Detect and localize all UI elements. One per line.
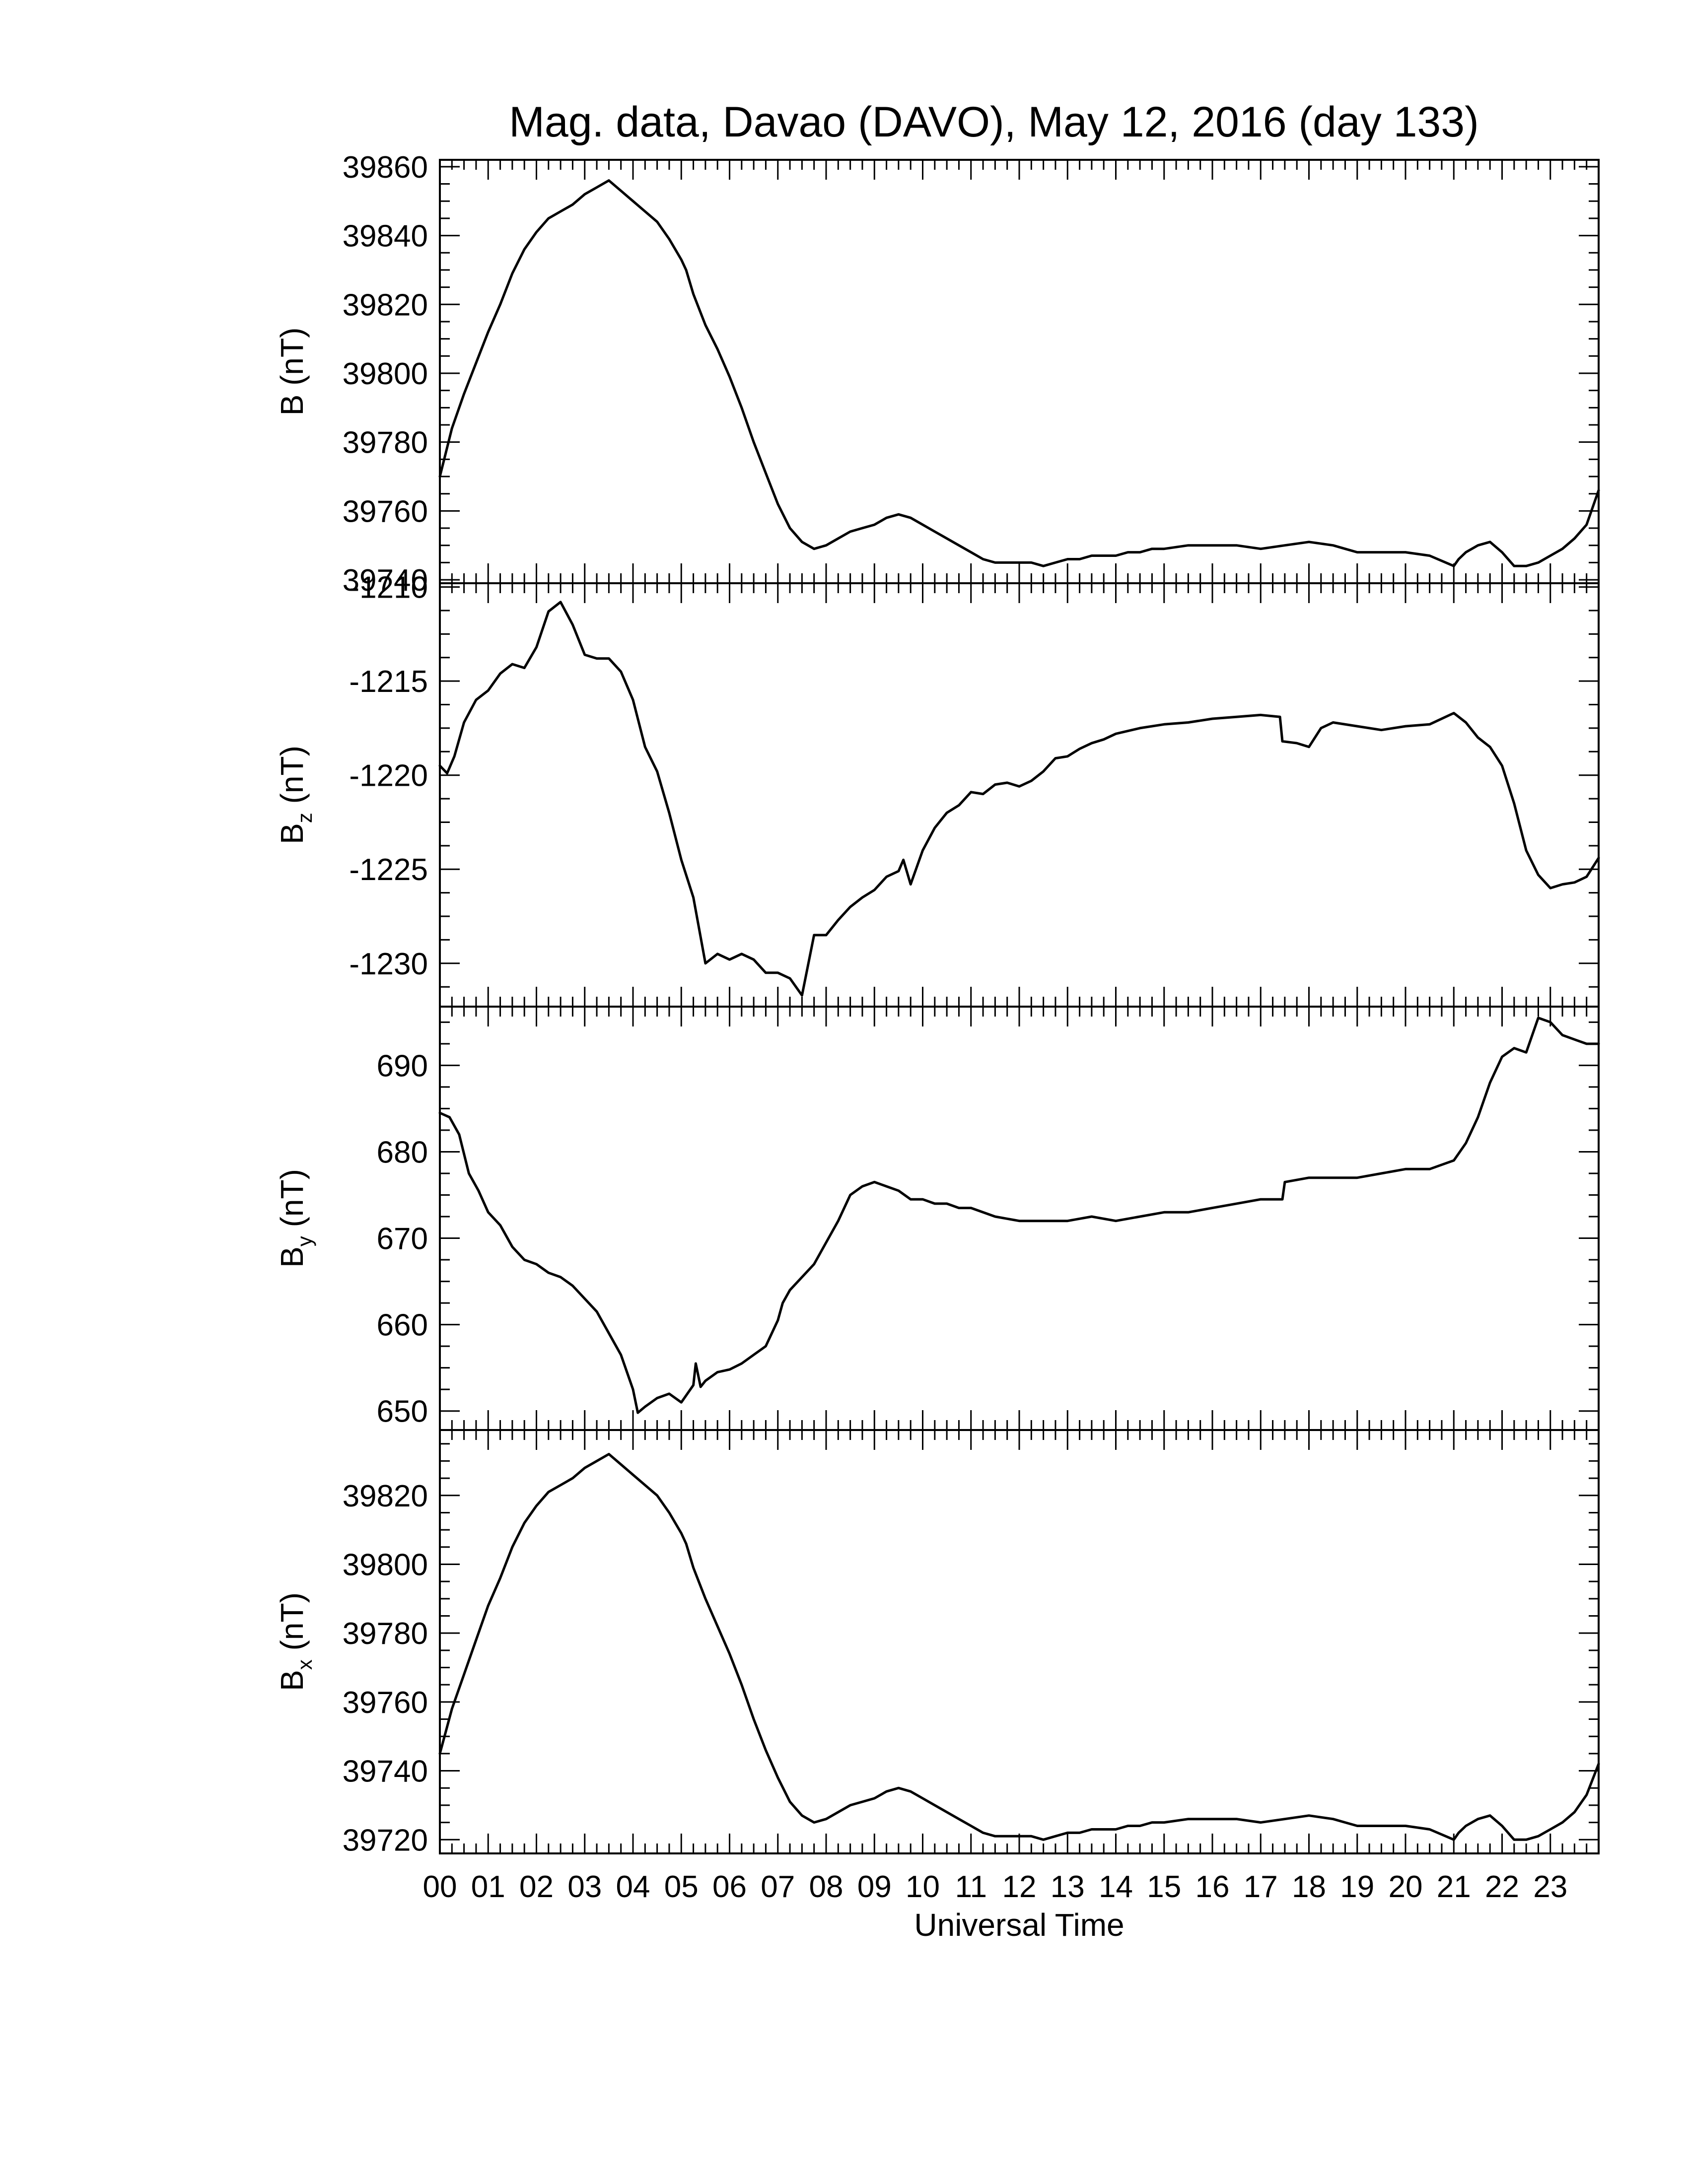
x-tick-label: 02 bbox=[519, 1870, 554, 1904]
panel-frame bbox=[439, 159, 1600, 584]
data-line-b-x bbox=[438, 1453, 1600, 1841]
y-tick-label: 39820 bbox=[343, 288, 428, 322]
y-tick-label: 39820 bbox=[343, 1479, 428, 1513]
y-tick-label: 39760 bbox=[343, 1686, 428, 1720]
y-axis-label: By (nT) bbox=[274, 1169, 316, 1268]
x-tick-marks bbox=[439, 160, 1600, 583]
x-tick-label: 16 bbox=[1196, 1870, 1230, 1904]
y-tick-label: 39720 bbox=[343, 1823, 428, 1857]
y-tick-label: 39760 bbox=[343, 494, 428, 529]
x-tick-marks bbox=[439, 583, 1600, 1007]
x-tick-label: 10 bbox=[906, 1870, 940, 1904]
x-tick-labels: 00 01 02 03 04 05 06 07 08 09 10 11 12 13 14 15 16 17 18 19… bbox=[423, 1870, 1568, 1904]
panel-frame bbox=[439, 1429, 1600, 1854]
x-tick-label: 05 bbox=[664, 1870, 699, 1904]
data-line-b-total bbox=[438, 179, 1600, 567]
panel-b-y: 650 660 670 680 690 By (nT) bbox=[274, 1006, 1600, 1431]
y-tick-label: -1230 bbox=[349, 947, 428, 981]
x-tick-label: 19 bbox=[1340, 1870, 1374, 1904]
x-tick-label: 09 bbox=[857, 1870, 892, 1904]
y-tick-label: 39740 bbox=[343, 1755, 428, 1789]
data-line-b-y bbox=[438, 1017, 1600, 1414]
panel-b-z: -1230 -1225 -1220 -1215 -1210 Bz (nT) bbox=[274, 571, 1600, 1008]
y-tick-label: 680 bbox=[377, 1135, 428, 1169]
x-tick-label: 06 bbox=[712, 1870, 747, 1904]
y-tick-label: -1215 bbox=[349, 665, 428, 699]
x-tick-label: 23 bbox=[1533, 1870, 1567, 1904]
x-tick-marks bbox=[439, 1430, 1600, 1853]
x-tick-label: 22 bbox=[1485, 1870, 1519, 1904]
panel-b-total: 39740 39760 39780 39800 39820 39840 39860 B (nT… bbox=[274, 150, 1600, 598]
y-tick-label: -1225 bbox=[349, 853, 428, 887]
x-tick-label: 07 bbox=[761, 1870, 795, 1904]
x-tick-label: 00 bbox=[423, 1870, 457, 1904]
panel-frame bbox=[439, 582, 1600, 1008]
x-tick-label: 17 bbox=[1244, 1870, 1278, 1904]
y-tick-label: 690 bbox=[377, 1049, 428, 1083]
y-tick-label: 39800 bbox=[343, 1548, 428, 1582]
x-tick-label: 11 bbox=[955, 1870, 987, 1904]
y-tick-label: 39780 bbox=[343, 1617, 428, 1651]
panel-b-x: 39720 39740 39760 39780 39800 39820 Bx (nT) bbox=[274, 1429, 1600, 1857]
x-tick-label: 01 bbox=[471, 1870, 505, 1904]
x-tick-label: 18 bbox=[1292, 1870, 1326, 1904]
x-axis-label: Universal Time bbox=[914, 1907, 1124, 1943]
y-tick-label: 650 bbox=[377, 1395, 428, 1429]
y-axis-label: Bz (nT) bbox=[274, 746, 316, 844]
x-tick-marks bbox=[439, 1007, 1600, 1430]
x-tick-label: 12 bbox=[1002, 1870, 1037, 1904]
panel-frame bbox=[439, 1006, 1600, 1431]
x-tick-label: 04 bbox=[616, 1870, 650, 1904]
y-tick-label: 660 bbox=[377, 1308, 428, 1343]
data-line-b-z bbox=[438, 601, 1600, 997]
x-tick-label: 03 bbox=[567, 1870, 602, 1904]
x-tick-label: 14 bbox=[1099, 1870, 1133, 1904]
y-tick-label: 39800 bbox=[343, 357, 428, 391]
x-tick-label: 08 bbox=[809, 1870, 844, 1904]
y-tick-label: -1210 bbox=[349, 571, 428, 605]
x-tick-label: 20 bbox=[1389, 1870, 1423, 1904]
x-tick-label: 13 bbox=[1051, 1870, 1085, 1904]
y-tick-label: 39740 bbox=[343, 563, 428, 598]
chart-title: Mag. data, Davao (DAVO), May 12, 2016 (d… bbox=[509, 98, 1478, 146]
y-tick-label: 39860 bbox=[343, 150, 428, 185]
y-axis-label: Bx (nT) bbox=[274, 1592, 316, 1691]
y-axis-label: B (nT) bbox=[274, 328, 310, 416]
y-tick-label: -1220 bbox=[349, 759, 428, 793]
y-tick-label: 39840 bbox=[343, 219, 428, 254]
y-tick-label: 39780 bbox=[343, 426, 428, 460]
x-tick-label: 21 bbox=[1437, 1870, 1471, 1904]
x-tick-label: 15 bbox=[1147, 1870, 1181, 1904]
y-tick-label: 670 bbox=[377, 1222, 428, 1256]
panel-group: 39740 39760 39780 39800 39820 39840 39860 B (nT… bbox=[274, 150, 1600, 1857]
